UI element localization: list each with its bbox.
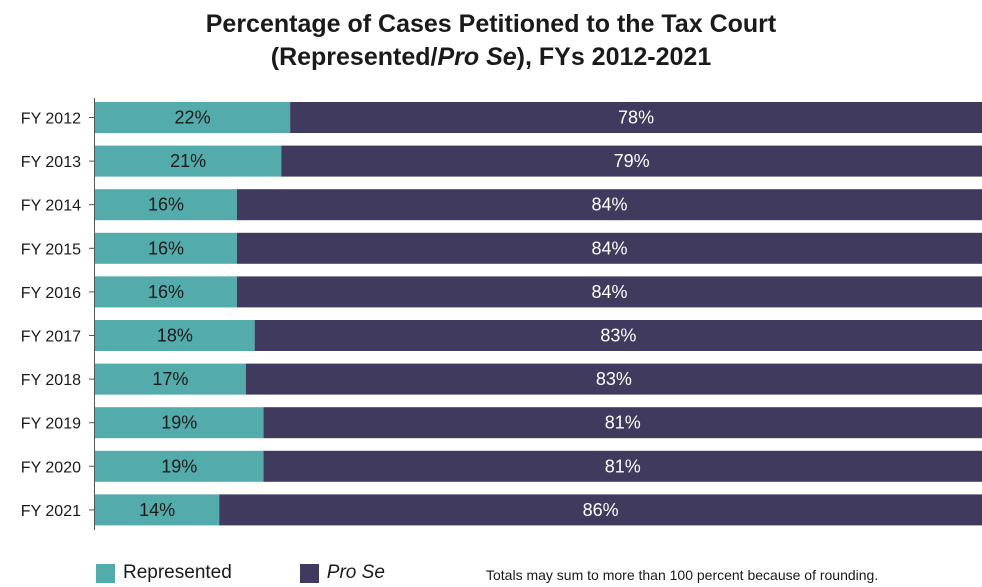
legend-label-represented: Represented <box>123 562 232 583</box>
data-label-represented: 16% <box>148 238 184 258</box>
y-tick-label: FY 2016 <box>21 285 81 302</box>
bar-pro-se <box>290 102 982 133</box>
bar-represented <box>95 320 255 351</box>
bar-pro-se <box>263 450 982 482</box>
y-tick-label: FY 2015 <box>21 241 81 258</box>
data-label-represented: 17% <box>152 369 188 389</box>
data-label-represented: 16% <box>148 282 184 302</box>
chart-title-line-1: Percentage of Cases Petitioned to the Ta… <box>205 10 777 38</box>
bar-represented <box>95 102 291 133</box>
bar-pro-se <box>263 407 982 439</box>
bar-pro-se <box>219 494 982 526</box>
legend-swatch-pro-se <box>299 563 319 583</box>
bar-pro-se <box>236 276 982 308</box>
data-label-represented: 21% <box>170 151 206 171</box>
data-label-represented: 19% <box>161 413 197 433</box>
bar-represented <box>95 450 264 482</box>
chart-title-suffix: ), FYs 2012-2021 <box>516 43 712 71</box>
bar-pro-se <box>236 189 982 221</box>
legend-swatch-represented <box>96 563 115 583</box>
chart-title-italic: Pro Se <box>437 43 517 71</box>
y-tick-label: FY 2012 <box>21 111 81 128</box>
data-label-pro-se: 78% <box>618 108 654 128</box>
data-label-pro-se: 84% <box>591 282 627 302</box>
y-tick-label: FY 2019 <box>21 416 81 433</box>
y-tick-label: FY 2021 <box>21 503 81 520</box>
bar-represented <box>95 232 237 264</box>
data-label-pro-se: 86% <box>583 500 619 520</box>
legend-item-represented: Represented <box>96 562 232 584</box>
bar-represented <box>95 276 237 308</box>
data-label-represented: 18% <box>157 326 193 346</box>
data-label-pro-se: 84% <box>591 195 627 215</box>
data-label-pro-se: 81% <box>605 413 641 433</box>
rounding-note: Totals may sum to more than 100 percent … <box>486 567 879 583</box>
bar-represented <box>95 363 246 395</box>
y-tick-label: FY 2018 <box>21 372 81 389</box>
data-label-represented: 22% <box>175 108 211 128</box>
stacked-bar-chart: FY 2012 22% 78% FY 2013 21% 79% FY 2014 16% 84% F… <box>21 98 982 530</box>
data-label-represented: 16% <box>148 195 184 215</box>
data-label-pro-se: 83% <box>596 369 632 389</box>
data-label-pro-se: 83% <box>600 326 636 346</box>
y-tick-label: FY 2013 <box>21 154 81 171</box>
bar-pro-se <box>245 363 982 395</box>
bar-pro-se <box>254 320 982 351</box>
data-label-represented: 14% <box>139 500 175 520</box>
bar-represented <box>95 494 220 526</box>
y-tick-label: FY 2017 <box>21 329 81 346</box>
data-label-represented: 19% <box>161 456 197 476</box>
y-tick-label: FY 2014 <box>21 198 81 215</box>
legend-item-pro-se: Pro Se <box>299 562 385 584</box>
chart-legend: Represented Pro Se <box>96 562 453 584</box>
y-tick-label: FY 2020 <box>21 459 81 476</box>
data-label-pro-se: 79% <box>614 151 650 171</box>
data-label-pro-se: 81% <box>605 456 641 476</box>
chart-title-prefix: (Represented/ <box>270 43 438 71</box>
bar-pro-se <box>281 145 982 177</box>
data-label-pro-se: 84% <box>591 238 627 258</box>
bar-pro-se <box>236 232 982 264</box>
legend-label-pro-se: Pro Se <box>326 562 385 583</box>
bar-represented <box>95 145 282 177</box>
chart-title: Percentage of Cases Petitioned to the Ta… <box>0 8 982 74</box>
bar-represented <box>95 407 264 439</box>
chart-title-line-2: (Represented/Pro Se), FYs 2012-2021 <box>0 41 982 74</box>
bar-represented <box>95 189 237 221</box>
